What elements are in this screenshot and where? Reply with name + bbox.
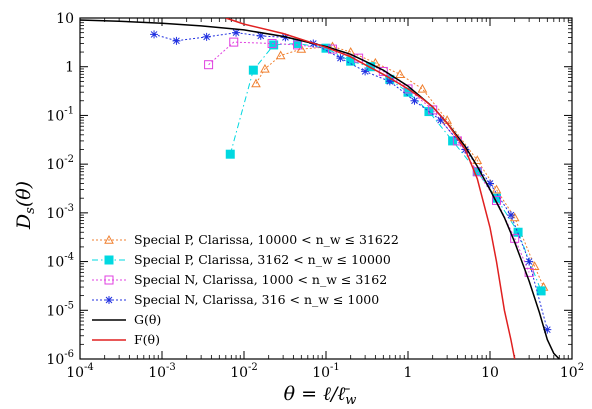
data-point [513,227,523,237]
series-4 [80,19,560,359]
data-point [395,69,405,78]
y-tick-label: 10-4 [46,252,74,271]
data-point [336,54,345,63]
legend-item-3: Special N, Clarissa, 316 < n_w ≤ 1000 [92,292,379,307]
data-point [436,116,445,125]
data-point [232,28,241,37]
legend-marker [104,234,114,244]
legend-label: Special P, Clarissa, 10000 < n_w ≤ 31622 [134,232,399,247]
y-tick-label: 1 [65,60,74,76]
legend-marker [104,255,114,265]
data-point [150,30,159,39]
legend-item-4: G(θ) [92,312,161,327]
data-point [248,65,258,75]
data-point [417,83,428,93]
x-tick-label: 10-1 [312,362,340,381]
series-line-0 [255,45,545,288]
data-point [543,325,552,334]
data-point [529,261,540,270]
legend-item-0: Special P, Clarissa, 10000 < n_w ≤ 31622 [92,232,399,247]
x-tick-label: 10 [481,365,499,381]
series-line-4 [80,19,560,359]
y-tick-label: 10-6 [46,349,74,368]
data-point [260,63,270,73]
legend-item-5: F(θ) [92,332,160,347]
legend-item-2: Special N, Clarissa, 1000 < n_w ≤ 3162 [92,272,387,287]
data-point [172,36,181,45]
data-point [525,257,534,266]
data-point [267,38,277,48]
data-point [410,96,419,105]
legend-label: F(θ) [134,332,160,347]
legend-item-1: Special P, Clarissa, 3162 < n_w ≤ 10000 [92,252,391,267]
data-point [275,50,286,60]
x-axis-title: θ = ℓ/ℓ̄w [284,383,357,408]
series-5 [225,18,516,359]
y-tick-label: 10-3 [46,203,74,222]
series-layer [80,18,560,359]
data-point [256,31,265,40]
y-tick-label: 10-5 [46,300,74,319]
data-point [472,155,483,164]
data-point [293,40,303,50]
legend-marker [104,275,114,285]
series-line-5 [225,18,516,359]
data-point [486,179,494,188]
x-tick-label: 10-3 [148,362,176,381]
data-point [229,37,239,47]
legend: Special P, Clarissa, 10000 < n_w ≤ 31622… [92,232,399,347]
y-tick-label: 10 [56,11,74,27]
x-tick-label: 102 [560,362,584,381]
legend-label: Special N, Clarissa, 316 < n_w ≤ 1000 [134,292,379,307]
data-point [204,60,214,70]
data-point [506,211,515,220]
data-point [225,149,235,159]
x-tick-label: 1 [404,365,413,381]
data-point [491,195,501,205]
data-point [385,77,394,86]
y-axis-title: Ds(θ) [13,181,38,230]
data-point [251,78,261,88]
x-tick-label: 10-4 [66,362,94,381]
legend-marker [105,296,113,304]
x-tick-label: 10-2 [230,362,258,381]
data-point [448,136,458,146]
data-point [269,40,279,50]
legend-label: Special N, Clarissa, 1000 < n_w ≤ 3162 [134,272,387,287]
legend-label: G(θ) [134,312,161,327]
y-tick-label: 10-1 [46,105,74,124]
y-tick-label: 10-2 [46,154,74,173]
data-point [361,67,370,76]
axis-ticks: 10-4 10-3 10-2 10-1 1 10 102 10-6 10-5 10-4 10-3 10… [46,11,584,381]
data-point [202,32,211,41]
data-point [491,184,502,194]
data-point [536,286,546,296]
legend-label: Special P, Clarissa, 3162 < n_w ≤ 10000 [134,252,391,267]
